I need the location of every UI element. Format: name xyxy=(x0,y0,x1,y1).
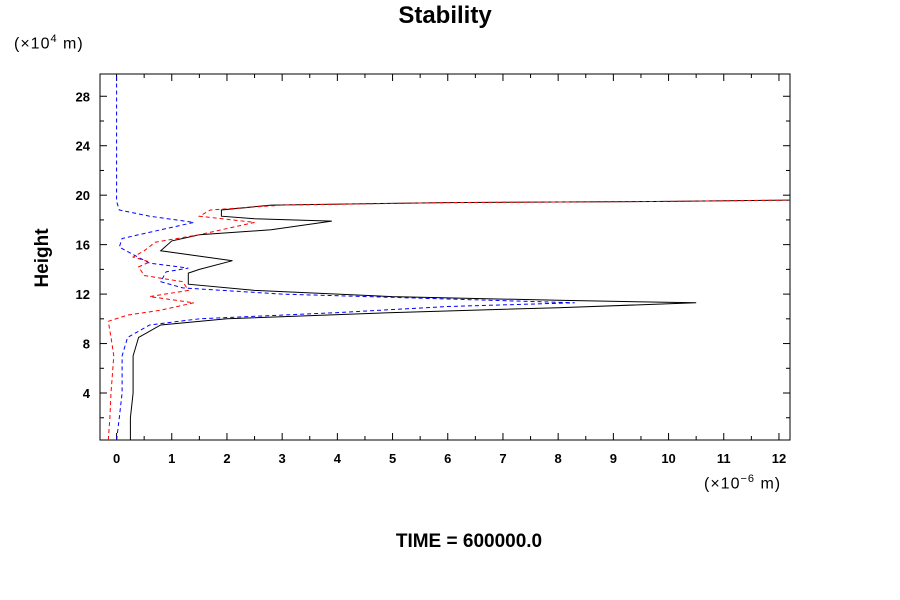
x-tick-label: 8 xyxy=(555,451,562,466)
x-tick-label: 5 xyxy=(389,451,396,466)
y-tick-label: 4 xyxy=(83,386,91,401)
chart-title: Stability xyxy=(398,2,492,29)
x-tick-label: 4 xyxy=(334,451,342,466)
y-tick-label: 12 xyxy=(76,287,90,302)
series-line-1 xyxy=(116,74,575,441)
x-tick-label: 7 xyxy=(499,451,506,466)
y-tick-label: 8 xyxy=(83,337,90,352)
series-line-0 xyxy=(129,199,791,440)
y-unit-label: (×104 m) xyxy=(14,33,84,53)
y-tick-label: 16 xyxy=(76,238,90,253)
x-tick-label: 12 xyxy=(772,451,786,466)
series-line-2 xyxy=(107,199,791,441)
y-tick-label: 20 xyxy=(76,188,90,203)
x-unit-label: (×10−6 m) xyxy=(704,473,782,493)
x-tick-label: 6 xyxy=(444,451,451,466)
x-tick-label: 9 xyxy=(610,451,617,466)
x-tick-label: 0 xyxy=(113,451,120,466)
x-tick-label: 10 xyxy=(661,451,675,466)
y-tick-label: 28 xyxy=(76,89,90,104)
x-tick-label: 3 xyxy=(279,451,286,466)
plot-frame xyxy=(99,73,791,441)
x-tick-label: 11 xyxy=(717,451,731,466)
x-tick-label: 1 xyxy=(168,451,175,466)
time-footer: TIME = 600000.0 xyxy=(395,531,543,552)
y-tick-label: 24 xyxy=(76,139,91,154)
x-tick-label: 2 xyxy=(223,451,230,466)
series-layer xyxy=(107,74,791,441)
